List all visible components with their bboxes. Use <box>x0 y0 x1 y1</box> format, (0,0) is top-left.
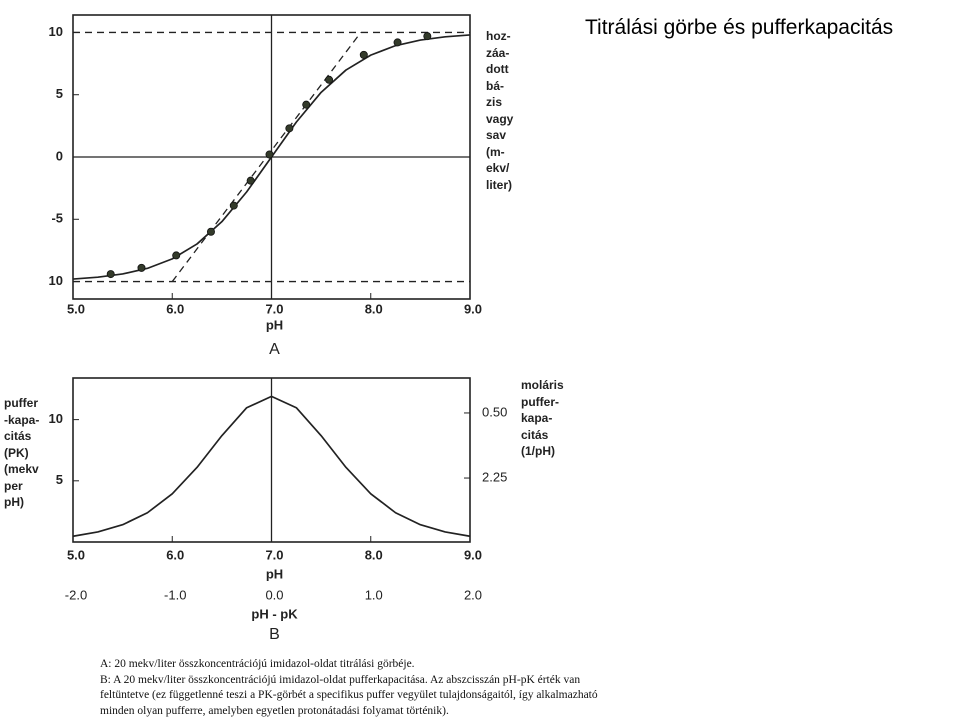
data-point <box>359 50 368 59</box>
x-tick-label: 7.0 <box>265 301 283 316</box>
y2-axis-label: moláris puffer- kapa- citás (1/pH) <box>521 378 564 458</box>
x-axis-label: pH <box>266 566 283 581</box>
data-point <box>172 251 181 260</box>
data-point <box>325 75 334 84</box>
x-axis-label: pH <box>266 317 283 332</box>
y-tick-label: -5 <box>51 211 63 226</box>
x-tick-label: 5.0 <box>67 547 85 562</box>
panel-label: A <box>269 341 280 358</box>
data-point <box>265 150 274 159</box>
x2-tick-label: -1.0 <box>164 587 186 602</box>
y-axis-label: hoz- záa- dott bá- zis vagy sav (m- ekv/… <box>486 29 514 192</box>
y-tick-label: 10 <box>49 273 63 288</box>
x2-tick-label: 2.0 <box>464 587 482 602</box>
y2-tick-label: 2.25 <box>482 469 507 484</box>
x-tick-label: 5.0 <box>67 301 85 316</box>
panel-label: B <box>269 626 280 643</box>
x2-tick-label: 0.0 <box>265 587 283 602</box>
curve <box>72 395 471 538</box>
x-tick-label: 7.0 <box>265 547 283 562</box>
caption-line: feltüntetve (ez függetlenné teszi a PK-g… <box>100 689 598 701</box>
y-tick-label: 5 <box>56 86 63 101</box>
caption-line: minden olyan pufferre, amelyben egyetlen… <box>100 704 449 717</box>
x2-tick-label: -2.0 <box>65 587 87 602</box>
data-point <box>423 32 432 41</box>
y-axis-label: puffer -kapa- citás (PK) (mekv per pH) <box>4 396 40 509</box>
data-point <box>285 124 294 133</box>
data-point <box>302 100 311 109</box>
data-point <box>229 201 238 210</box>
data-point <box>137 263 146 272</box>
x-tick-label: 6.0 <box>166 301 184 316</box>
y-tick-label: 10 <box>49 411 63 426</box>
x-tick-label: 6.0 <box>166 547 184 562</box>
x-tick-label: 9.0 <box>464 301 482 316</box>
x-tick-label: 8.0 <box>365 547 383 562</box>
caption-line: B: A 20 mekv/liter összkoncentrációjú im… <box>100 673 581 686</box>
data-point <box>246 176 255 185</box>
slide-title: Titrálási görbe és pufferkapacitás <box>585 16 894 39</box>
y-tick-label: 10 <box>49 24 63 39</box>
y-tick-label: 0 <box>56 148 63 163</box>
caption: A: 20 mekv/liter összkoncentrációjú imid… <box>100 657 598 719</box>
y2-tick-label: 0.50 <box>482 404 507 419</box>
x-tick-label: 9.0 <box>464 547 482 562</box>
data-point <box>393 38 402 47</box>
x2-tick-label: 1.0 <box>365 587 383 602</box>
data-point <box>206 227 215 236</box>
data-point <box>106 270 115 279</box>
x2-axis-label: pH - pK <box>251 606 298 621</box>
caption-line: A: 20 mekv/liter összkoncentrációjú imid… <box>100 658 415 670</box>
x-tick-label: 8.0 <box>365 301 383 316</box>
y-tick-label: 5 <box>56 472 63 487</box>
